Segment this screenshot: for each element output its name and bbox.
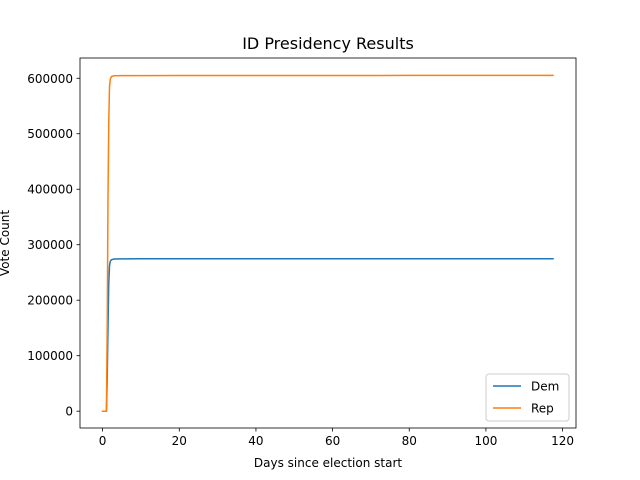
- y-tick-label: 500000: [27, 127, 73, 141]
- y-axis-label: Vote Count: [0, 210, 12, 276]
- x-axis-label: Days since election start: [254, 456, 402, 470]
- x-tick-label: 80: [402, 434, 417, 448]
- x-tick-label: 120: [551, 434, 574, 448]
- series-line-rep: [101, 74, 554, 412]
- y-tick-label: 100000: [27, 349, 73, 363]
- x-tick-label: 20: [172, 434, 187, 448]
- x-tick-label: 40: [248, 434, 263, 448]
- y-tick-label: 600000: [27, 72, 73, 86]
- legend-label-dem: Dem: [531, 380, 559, 394]
- x-axis: 0 20 40 60 80 100 120: [99, 428, 574, 448]
- y-tick-label: 200000: [27, 294, 73, 308]
- legend-label-rep: Rep: [531, 402, 554, 416]
- series-layer: [101, 74, 554, 412]
- plot-area: [79, 57, 577, 429]
- x-tick-label: 60: [325, 434, 340, 448]
- x-tick-label: 100: [474, 434, 497, 448]
- x-tick-label: 0: [99, 434, 107, 448]
- y-axis: 0 100000 200000 300000 400000 500000 600000: [27, 72, 80, 419]
- y-tick-label: 0: [65, 405, 73, 419]
- axes-frame: [79, 57, 577, 429]
- legend: Dem Rep: [485, 373, 570, 422]
- y-tick-label: 300000: [27, 238, 73, 252]
- chart-title: ID Presidency Results: [242, 34, 414, 53]
- y-tick-label: 400000: [27, 183, 73, 197]
